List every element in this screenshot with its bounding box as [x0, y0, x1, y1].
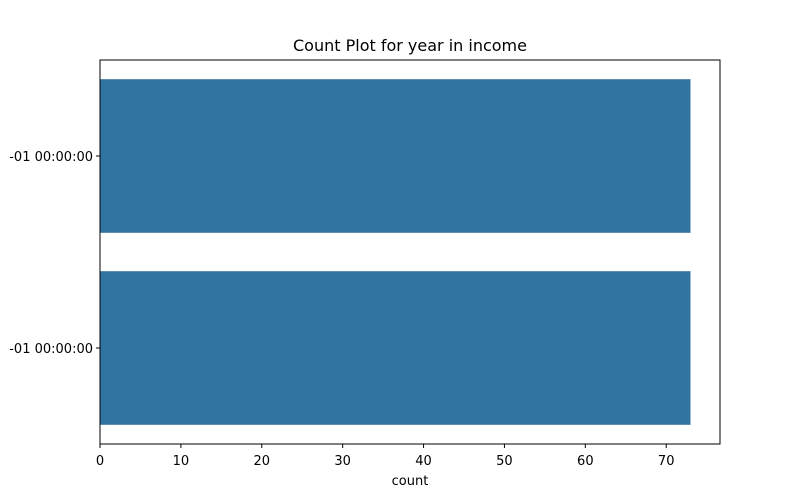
x-axis-label: count	[392, 474, 429, 489]
x-ticks-group: 0 10 20 30 40 50 60 70	[96, 444, 675, 469]
bar	[100, 271, 691, 425]
plot-area-frame	[99, 59, 721, 445]
bar	[100, 79, 691, 233]
y-tick-label: -01 00:00:00	[9, 150, 93, 165]
y-ticks-group: -01 00:00:00 -01 00:00:00	[9, 150, 100, 357]
x-tick-label: 50	[496, 454, 513, 469]
bars-group	[100, 79, 691, 425]
x-tick-label: 10	[173, 454, 190, 469]
x-tick-label: 0	[96, 454, 104, 469]
x-tick-label: 20	[254, 454, 271, 469]
x-tick-label: 40	[415, 454, 432, 469]
x-tick-label: 70	[658, 454, 675, 469]
y-tick-label: -01 00:00:00	[9, 342, 93, 357]
x-tick-label: 60	[577, 454, 594, 469]
x-tick-label: 30	[334, 454, 351, 469]
chart-title: Count Plot for year in income	[293, 36, 527, 55]
